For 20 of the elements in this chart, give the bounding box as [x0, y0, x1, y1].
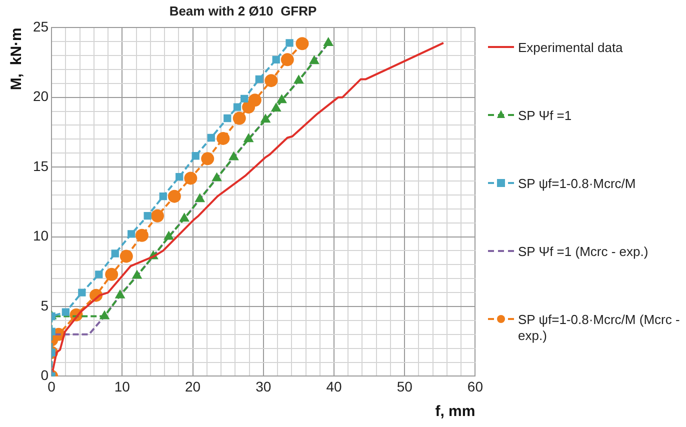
- legend-label: Experimental data: [518, 40, 623, 56]
- legend-label: SP Ψf =1: [518, 108, 572, 124]
- y-tick-label: 10: [32, 228, 49, 244]
- x-axis-title: f, mm: [435, 403, 476, 420]
- y-axis-title: M, kN·m: [8, 28, 26, 90]
- y-tick-label: 25: [32, 18, 49, 34]
- y-tick-label: 5: [40, 297, 49, 314]
- x-tick-label: 20: [184, 378, 201, 394]
- x-tick-label: 10: [114, 378, 130, 394]
- legend-label: SP Ψf =1 (Mcrc - exp.): [518, 244, 648, 260]
- x-tick-label: 30: [256, 378, 272, 394]
- x-tick-label: 60: [467, 378, 484, 394]
- y-tick-label: 20: [32, 88, 49, 104]
- y-tick-label: 15: [32, 158, 49, 174]
- y-tick-label: 0: [40, 367, 49, 384]
- x-tick-label: 40: [326, 378, 342, 394]
- legend-label: SP ψf=1-0.8·Mcrc/M: [518, 176, 636, 192]
- x-tick-label: 50: [396, 378, 413, 394]
- chart-title: Beam with 2 Ø10 GFRP: [169, 3, 318, 18]
- legend-label: SP ψf=1-0.8·Mcrc/M (Mcrc - exp.): [518, 312, 681, 344]
